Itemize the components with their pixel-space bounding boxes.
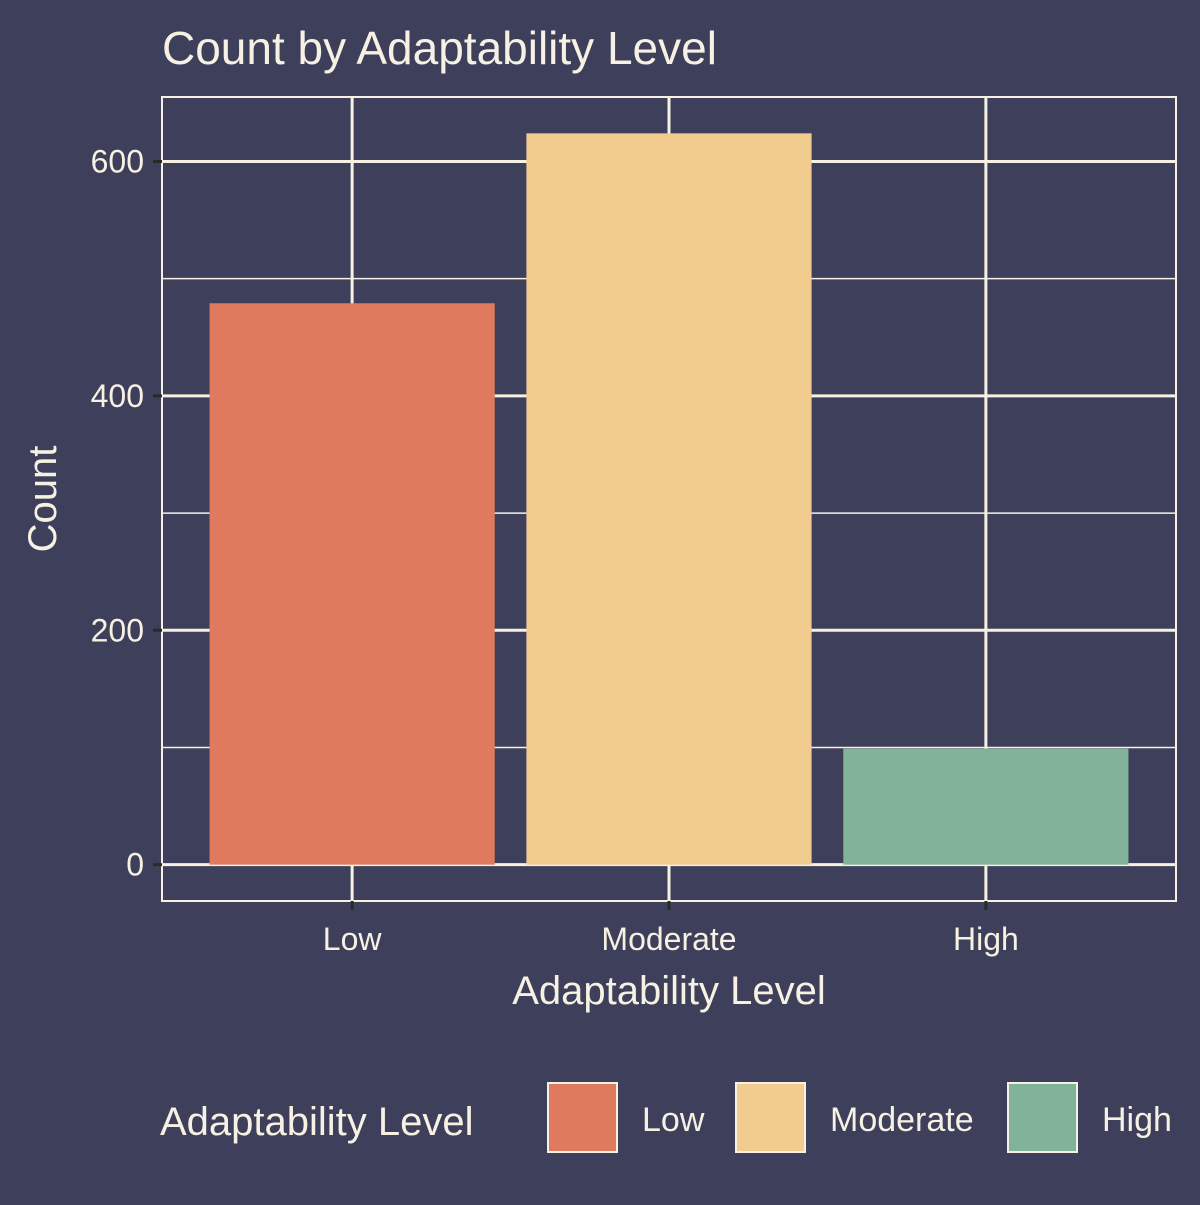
chart-title: Count by Adaptability Level [162,22,717,74]
x-tick-label: Low [323,921,383,957]
legend-key-low [547,1082,618,1153]
legend-key-high [1007,1082,1078,1153]
y-tick-label: 200 [91,612,144,648]
x-axis-title: Adaptability Level [512,969,826,1013]
y-axis-title: Count [21,446,65,553]
legend-label-high: High [1102,1101,1172,1139]
x-tick-label: Moderate [601,921,736,957]
legend-label-low: Low [642,1101,705,1139]
legend: Adaptability Level Low Moderate High [160,1082,1172,1153]
x-tick-label: High [953,921,1019,957]
bar-low [209,303,495,865]
legend-title: Adaptability Level [160,1100,474,1144]
legend-key-moderate [735,1082,806,1153]
bar-high [843,748,1129,865]
bars [209,133,1129,865]
y-axis-ticks: 0 200 400 600 [91,143,162,883]
legend-label-moderate: Moderate [830,1101,974,1139]
y-tick-label: 0 [126,847,144,883]
y-tick-label: 600 [91,143,144,179]
bar-moderate [526,133,812,865]
x-axis-ticks: Low Moderate High [323,901,1019,957]
y-tick-label: 400 [91,378,144,414]
